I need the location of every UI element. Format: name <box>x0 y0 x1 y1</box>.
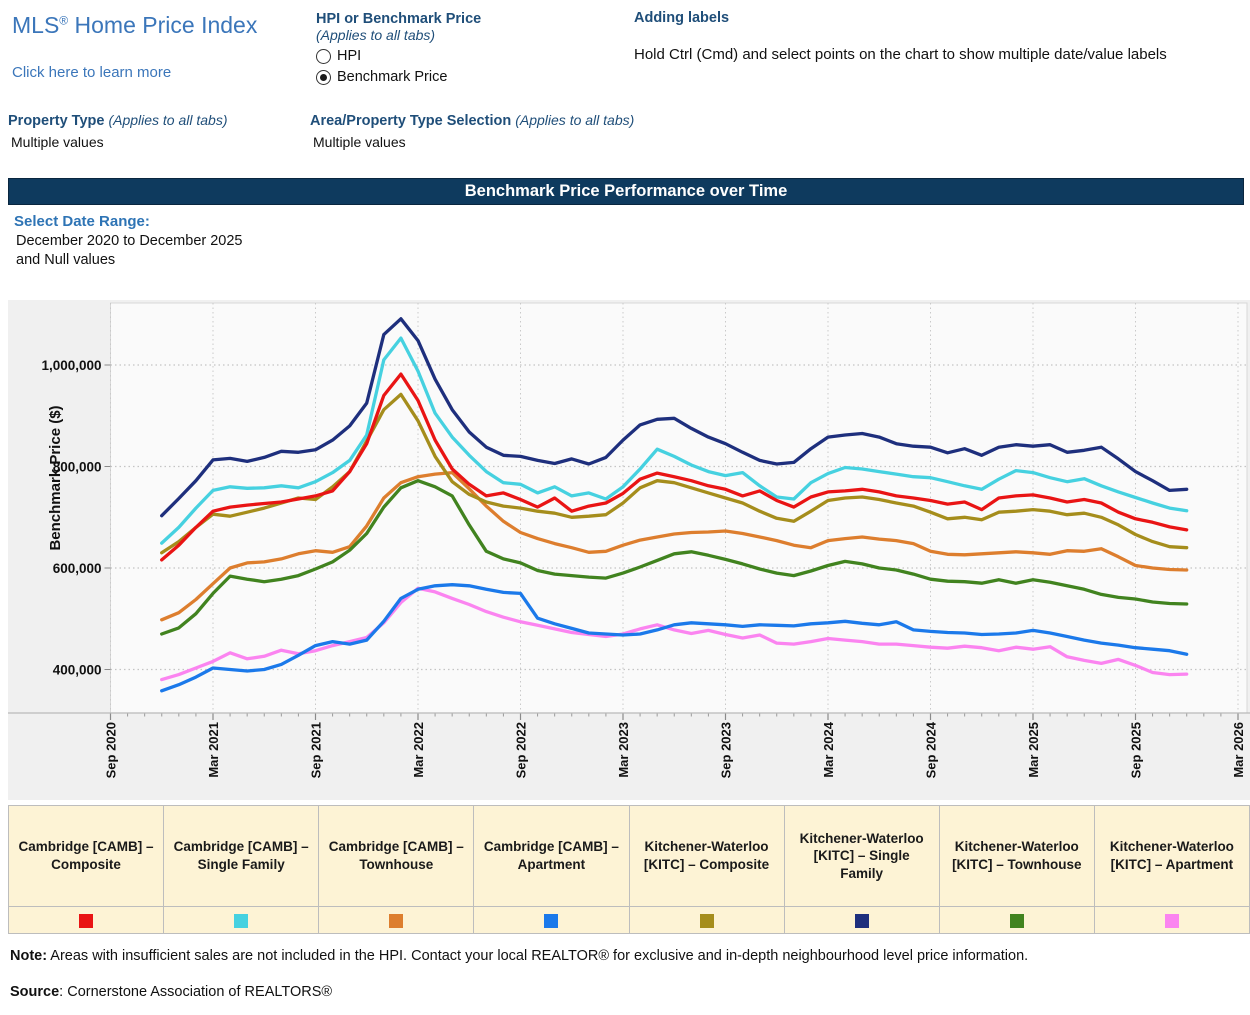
benchmark-price-chart[interactable]: 400,000 600,000 800,000 1,000,000 Sep 2020 Ma… <box>8 300 1250 800</box>
note-text: Note: Areas with insufficient sales are … <box>10 948 1029 964</box>
legend-item-7[interactable]: Kitchener-Waterloo [KITC] – Apartment <box>1093 805 1250 907</box>
legend-swatch-icon[interactable] <box>79 913 94 928</box>
svg-text:Sep 2023: Sep 2023 <box>719 722 734 778</box>
area-property-type-filter: Area/Property Type Selection (Applies to… <box>310 112 635 150</box>
legend-swatch-cell-2[interactable] <box>318 906 475 934</box>
legend-item-0[interactable]: Cambridge [CAMB] – Composite <box>7 805 165 907</box>
svg-text:600,000: 600,000 <box>53 561 102 576</box>
svg-text:Mar 2023: Mar 2023 <box>616 722 631 778</box>
learn-more-link[interactable]: Click here to learn more <box>12 64 172 81</box>
radio-icon[interactable] <box>316 48 331 64</box>
source-text: Source: Cornerstone Association of REALT… <box>10 984 333 1000</box>
svg-text:Mar 2026: Mar 2026 <box>1231 722 1246 778</box>
date-range-label: Select Date Range: <box>14 213 150 230</box>
legend-swatch-icon[interactable] <box>389 913 404 928</box>
legend-swatch-icon[interactable] <box>1009 913 1024 928</box>
legend-swatch-icon[interactable] <box>1164 913 1179 928</box>
date-range-null-values[interactable]: and Null values <box>16 252 116 268</box>
svg-text:Sep 2025: Sep 2025 <box>1129 722 1144 778</box>
area-property-type-label: Area/Property Type Selection <box>310 113 516 129</box>
legend-item-1[interactable]: Cambridge [CAMB] – Single Family <box>163 805 320 907</box>
radio-icon[interactable] <box>316 69 331 85</box>
legend-swatch-icon[interactable] <box>544 913 559 928</box>
banner-title: Benchmark Price Performance over Time <box>464 182 788 200</box>
legend-swatch-icon[interactable] <box>854 913 869 928</box>
svg-text:Mar 2022: Mar 2022 <box>411 722 426 778</box>
property-type-filter: Property Type (Applies to all tabs) Mult… <box>8 112 228 150</box>
section-banner: Benchmark Price Performance over Time <box>8 178 1244 205</box>
registered-mark: ® <box>59 13 69 28</box>
adding-labels-instruction: Hold Ctrl (Cmd) and select points on the… <box>634 46 1167 63</box>
area-property-type-value[interactable]: Multiple values <box>313 134 406 150</box>
svg-text:Sep 2020: Sep 2020 <box>104 722 119 778</box>
legend-item-6[interactable]: Kitchener-Waterloo [KITC] – Townhouse <box>938 805 1095 907</box>
legend-swatch-cell-7[interactable] <box>1093 906 1250 934</box>
radio-benchmark-price[interactable]: Benchmark Price <box>316 69 481 85</box>
date-range-value[interactable]: December 2020 to December 2025 <box>16 233 243 249</box>
legend-item-2[interactable]: Cambridge [CAMB] – Townhouse <box>318 805 475 907</box>
svg-text:800,000: 800,000 <box>53 460 102 475</box>
legend-swatch-cell-1[interactable] <box>163 906 320 934</box>
legend-swatch-cell-6[interactable] <box>938 906 1095 934</box>
legend-item-3[interactable]: Cambridge [CAMB] – Apartment <box>473 805 630 907</box>
legend-swatch-icon[interactable] <box>234 913 249 928</box>
legend-table: Cambridge [CAMB] – Composite Cambridge [C… <box>7 805 1250 934</box>
legend-swatch-cell-4[interactable] <box>628 906 785 934</box>
hpi-control-sublabel: (Applies to all tabs) <box>316 27 436 43</box>
legend-item-5[interactable]: Kitchener-Waterloo [KITC] – Single Famil… <box>783 805 940 907</box>
hpi-benchmark-control: HPI or Benchmark Price (Applies to all t… <box>316 11 481 85</box>
legend-swatch-cell-5[interactable] <box>783 906 940 934</box>
svg-text:1,000,000: 1,000,000 <box>41 358 101 373</box>
svg-text:Sep 2022: Sep 2022 <box>514 722 529 778</box>
svg-text:Mar 2021: Mar 2021 <box>206 722 221 778</box>
svg-text:400,000: 400,000 <box>53 663 102 678</box>
date-range-block: Select Date Range: December 2020 to Dece… <box>14 213 243 268</box>
legend-swatch-cell-0[interactable] <box>7 906 165 934</box>
legend-swatch-icon[interactable] <box>699 913 714 928</box>
svg-text:Mar 2025: Mar 2025 <box>1026 722 1041 778</box>
svg-text:Sep 2024: Sep 2024 <box>924 721 939 778</box>
adding-labels-title: Adding labels <box>634 10 730 26</box>
svg-text:Sep 2021: Sep 2021 <box>309 722 324 778</box>
hpi-control-label: HPI or Benchmark Price <box>316 11 482 27</box>
radio-hpi[interactable]: HPI <box>316 48 481 64</box>
radio-benchmark-label: Benchmark Price <box>337 69 448 85</box>
radio-hpi-label: HPI <box>337 48 362 64</box>
price-line-chart-svg[interactable]: 400,000 600,000 800,000 1,000,000 Sep 2020 Ma… <box>8 300 1250 800</box>
svg-text:Mar 2024: Mar 2024 <box>821 721 836 777</box>
property-type-value[interactable]: Multiple values <box>11 134 104 150</box>
page-title: MLS® Home Price Index <box>12 12 258 38</box>
svg-text:Benchmark Price ($): Benchmark Price ($) <box>47 405 64 550</box>
property-type-label: Property Type <box>8 113 109 129</box>
legend-swatch-cell-3[interactable] <box>473 906 630 934</box>
legend-item-4[interactable]: Kitchener-Waterloo [KITC] – Composite <box>628 805 785 907</box>
adding-labels-block: Adding labels Hold Ctrl (Cmd) and select… <box>634 10 1234 63</box>
